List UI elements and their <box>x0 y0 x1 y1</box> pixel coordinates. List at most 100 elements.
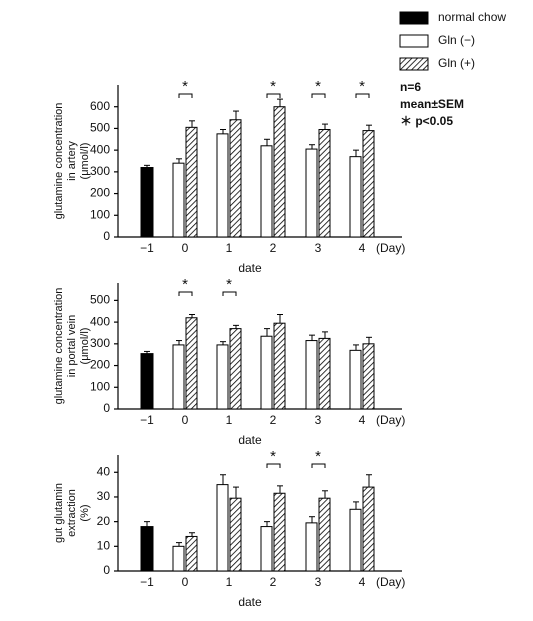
significance-star: * <box>270 448 276 465</box>
y-tick-label: 200 <box>90 186 110 200</box>
bar <box>229 497 242 572</box>
x-tick-label: 0 <box>182 413 189 427</box>
bar <box>273 106 286 238</box>
x-tick-label: −1 <box>140 413 154 427</box>
legend-swatch <box>399 34 429 48</box>
y-axis-label: (μmol/l) <box>79 143 91 180</box>
bar <box>140 167 154 238</box>
significance-bracket <box>178 93 193 98</box>
x-axis-label: date <box>238 595 262 609</box>
significance-star: * <box>270 78 276 95</box>
x-tick-label: 2 <box>270 575 277 589</box>
bar <box>172 545 185 572</box>
y-tick-label: 400 <box>90 142 110 156</box>
y-axis-label: (%) <box>79 504 91 521</box>
bar <box>305 340 318 410</box>
y-axis-label: in artery <box>66 141 78 181</box>
x-tick-label: 3 <box>315 241 322 255</box>
y-tick-label: 20 <box>97 514 111 528</box>
x-axis-label: date <box>238 433 262 447</box>
y-tick-label: 500 <box>90 293 110 307</box>
bar <box>260 145 273 238</box>
legend-swatch <box>399 11 429 25</box>
y-tick-label: 200 <box>90 358 110 372</box>
x-tick-label: −1 <box>140 241 154 255</box>
y-axis-label: glutamine concentration <box>53 103 65 220</box>
y-axis-label: (μmol/l) <box>79 328 91 365</box>
y-tick-label: 0 <box>103 401 110 415</box>
y-tick-label: 100 <box>90 379 110 393</box>
bar <box>216 344 229 410</box>
note: n=6 <box>400 80 421 94</box>
bar <box>216 484 229 572</box>
significance-bracket <box>355 93 370 98</box>
x-tick-label: 2 <box>270 241 277 255</box>
bar <box>305 148 318 238</box>
y-tick-label: 500 <box>90 121 110 135</box>
bar <box>349 508 362 572</box>
significance-bracket <box>178 291 193 296</box>
bar <box>318 129 331 238</box>
bar <box>229 119 242 238</box>
legend-label: normal chow <box>438 10 506 24</box>
legend-label: Gln (+) <box>438 56 475 70</box>
x-axis-label: date <box>238 261 262 275</box>
x-tick-label: 2 <box>270 413 277 427</box>
legend-swatch <box>399 57 429 71</box>
bar <box>349 156 362 238</box>
bar <box>185 126 198 238</box>
x-tick-label: 4 <box>359 413 366 427</box>
y-axis-label: glutamine concentration <box>53 288 65 405</box>
bar <box>172 344 185 410</box>
y-tick-label: 10 <box>97 538 111 552</box>
y-tick-label: 40 <box>97 464 111 478</box>
y-tick-label: 400 <box>90 314 110 328</box>
y-tick-label: 100 <box>90 207 110 221</box>
significance-star: * <box>315 448 321 465</box>
significance-bracket <box>266 463 281 468</box>
x-tick-label: 4 <box>359 241 366 255</box>
significance-star: * <box>182 276 188 293</box>
bar <box>185 535 198 572</box>
x-tick-label: 0 <box>182 575 189 589</box>
bar <box>362 486 375 572</box>
y-tick-label: 0 <box>103 563 110 577</box>
bar <box>273 492 286 572</box>
bar <box>318 497 331 572</box>
significance-bracket <box>311 463 326 468</box>
bar <box>140 353 154 410</box>
significance-star: * <box>315 78 321 95</box>
bar <box>216 133 229 238</box>
y-axis-label: gut glutamin <box>53 483 65 543</box>
significance-bracket <box>222 291 237 296</box>
bar <box>349 349 362 410</box>
bar <box>273 322 286 410</box>
note: mean±SEM <box>400 97 464 111</box>
significance-bracket <box>266 93 281 98</box>
y-tick-label: 300 <box>90 336 110 350</box>
significance-bracket <box>311 93 326 98</box>
note: ＊ p<0.05 <box>400 114 453 128</box>
y-axis-label: extraction <box>66 489 78 537</box>
x-tick-label: 1 <box>226 241 233 255</box>
bar <box>260 335 273 410</box>
x-unit: (Day) <box>376 241 405 255</box>
x-tick-label: 1 <box>226 413 233 427</box>
y-tick-label: 0 <box>103 229 110 243</box>
x-tick-label: 1 <box>226 575 233 589</box>
y-tick-label: 600 <box>90 99 110 113</box>
bar <box>362 343 375 410</box>
x-unit: (Day) <box>376 575 405 589</box>
y-tick-label: 300 <box>90 164 110 178</box>
x-tick-label: 3 <box>315 575 322 589</box>
legend-label: Gln (−) <box>438 33 475 47</box>
bar <box>362 130 375 238</box>
significance-star: * <box>226 276 232 293</box>
bar <box>318 337 331 410</box>
bar <box>260 526 273 572</box>
bar <box>185 317 198 410</box>
x-unit: (Day) <box>376 413 405 427</box>
bar <box>229 328 242 410</box>
x-tick-label: 3 <box>315 413 322 427</box>
